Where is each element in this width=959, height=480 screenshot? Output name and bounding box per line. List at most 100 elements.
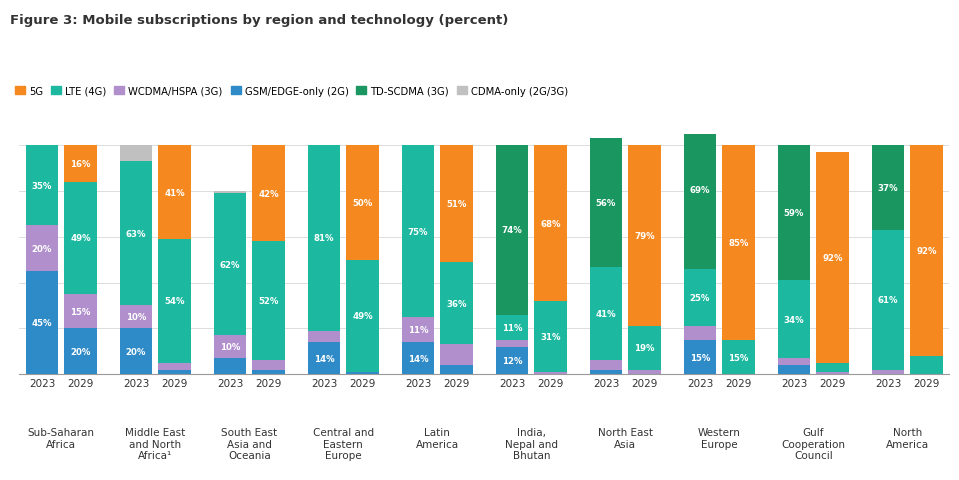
Text: 10%: 10%	[220, 343, 240, 351]
Bar	[346, 260, 379, 372]
Text: 69%: 69%	[690, 186, 711, 195]
Text: 54%: 54%	[164, 297, 185, 306]
Text: 62%: 62%	[220, 260, 241, 269]
Text: 42%: 42%	[258, 189, 279, 198]
Bar	[722, 340, 755, 374]
Text: 68%: 68%	[540, 219, 561, 228]
Text: Central and
Eastern
Europe: Central and Eastern Europe	[313, 427, 374, 460]
Bar	[816, 372, 849, 374]
Text: 49%: 49%	[70, 234, 91, 243]
Text: Figure 3: Mobile subscriptions by region and technology (percent): Figure 3: Mobile subscriptions by region…	[10, 14, 508, 27]
Bar	[628, 370, 661, 374]
Bar	[496, 146, 528, 315]
Text: 50%: 50%	[353, 199, 373, 207]
Text: India,
Nepal and
Bhutan: India, Nepal and Bhutan	[504, 427, 558, 460]
Text: 74%: 74%	[502, 226, 523, 235]
Bar	[64, 182, 97, 294]
Text: 92%: 92%	[822, 253, 843, 262]
Bar	[684, 326, 716, 340]
Bar	[628, 146, 661, 326]
Bar	[628, 326, 661, 370]
Bar	[496, 347, 528, 374]
Bar	[252, 242, 285, 360]
Bar	[440, 263, 473, 345]
Bar	[872, 370, 904, 374]
Text: 35%: 35%	[32, 181, 52, 190]
Bar	[308, 146, 340, 331]
Text: 41%: 41%	[164, 188, 185, 197]
Bar	[440, 365, 473, 374]
Bar	[252, 370, 285, 374]
Text: 10%: 10%	[126, 313, 146, 322]
Bar	[534, 146, 567, 301]
Text: Middle East
and North
Africa¹: Middle East and North Africa¹	[126, 427, 185, 460]
Bar	[684, 340, 716, 374]
Text: 61%: 61%	[877, 296, 899, 305]
Text: 20%: 20%	[70, 347, 91, 356]
Text: 12%: 12%	[502, 356, 523, 365]
Bar	[26, 146, 58, 226]
Bar	[684, 111, 716, 269]
Bar	[346, 146, 379, 260]
Bar	[872, 146, 904, 230]
Text: South East
Asia and
Oceania: South East Asia and Oceania	[222, 427, 277, 460]
Bar	[590, 139, 622, 267]
Bar	[440, 345, 473, 365]
Text: 15%: 15%	[729, 353, 749, 362]
Bar	[534, 372, 567, 374]
Text: 81%: 81%	[314, 234, 335, 243]
Bar	[64, 294, 97, 329]
Text: 92%: 92%	[916, 247, 937, 255]
Text: 75%: 75%	[408, 227, 429, 236]
Bar	[158, 370, 191, 374]
Bar	[816, 363, 849, 372]
Bar	[214, 336, 246, 359]
Bar	[26, 272, 58, 374]
Text: Sub-Saharan
Africa: Sub-Saharan Africa	[28, 427, 95, 449]
Bar	[308, 331, 340, 342]
Text: 51%: 51%	[446, 200, 467, 209]
Text: 15%: 15%	[70, 307, 91, 316]
Bar	[778, 365, 810, 374]
Bar	[910, 356, 943, 374]
Text: North
America: North America	[886, 427, 929, 449]
Bar	[778, 281, 810, 359]
Bar	[252, 360, 285, 370]
Text: 49%: 49%	[352, 312, 373, 321]
Text: 59%: 59%	[784, 209, 805, 218]
Legend: 5G, LTE (4G), WCDMA/HSPA (3G), GSM/EDGE-only (2G), TD-SCDMA (3G), CDMA-only (2G/: 5G, LTE (4G), WCDMA/HSPA (3G), GSM/EDGE-…	[15, 86, 568, 96]
Bar	[722, 146, 755, 340]
Bar	[910, 146, 943, 356]
Text: 25%: 25%	[690, 293, 711, 302]
Bar	[158, 363, 191, 370]
Text: 85%: 85%	[729, 239, 749, 248]
Bar	[872, 230, 904, 370]
Bar	[214, 359, 246, 374]
Bar	[590, 267, 622, 360]
Text: 15%: 15%	[690, 353, 711, 362]
Bar	[534, 301, 567, 372]
Text: 34%: 34%	[784, 315, 805, 324]
Bar	[64, 146, 97, 182]
Text: 56%: 56%	[596, 199, 617, 207]
Bar	[440, 146, 473, 263]
Text: 45%: 45%	[32, 319, 53, 327]
Text: 11%: 11%	[408, 325, 429, 334]
Bar	[496, 315, 528, 340]
Bar	[402, 342, 434, 374]
Bar	[816, 153, 849, 363]
Text: 52%: 52%	[258, 297, 279, 306]
Bar	[120, 306, 152, 329]
Bar	[308, 342, 340, 374]
Text: Western
Europe: Western Europe	[698, 427, 740, 449]
Bar	[402, 146, 434, 317]
Text: 14%: 14%	[408, 354, 429, 363]
Text: 79%: 79%	[634, 232, 655, 240]
Bar	[120, 162, 152, 306]
Bar	[590, 360, 622, 370]
Text: 36%: 36%	[446, 299, 467, 308]
Bar	[402, 317, 434, 342]
Text: 19%: 19%	[634, 344, 655, 353]
Text: 31%: 31%	[540, 332, 561, 341]
Bar	[120, 146, 152, 162]
